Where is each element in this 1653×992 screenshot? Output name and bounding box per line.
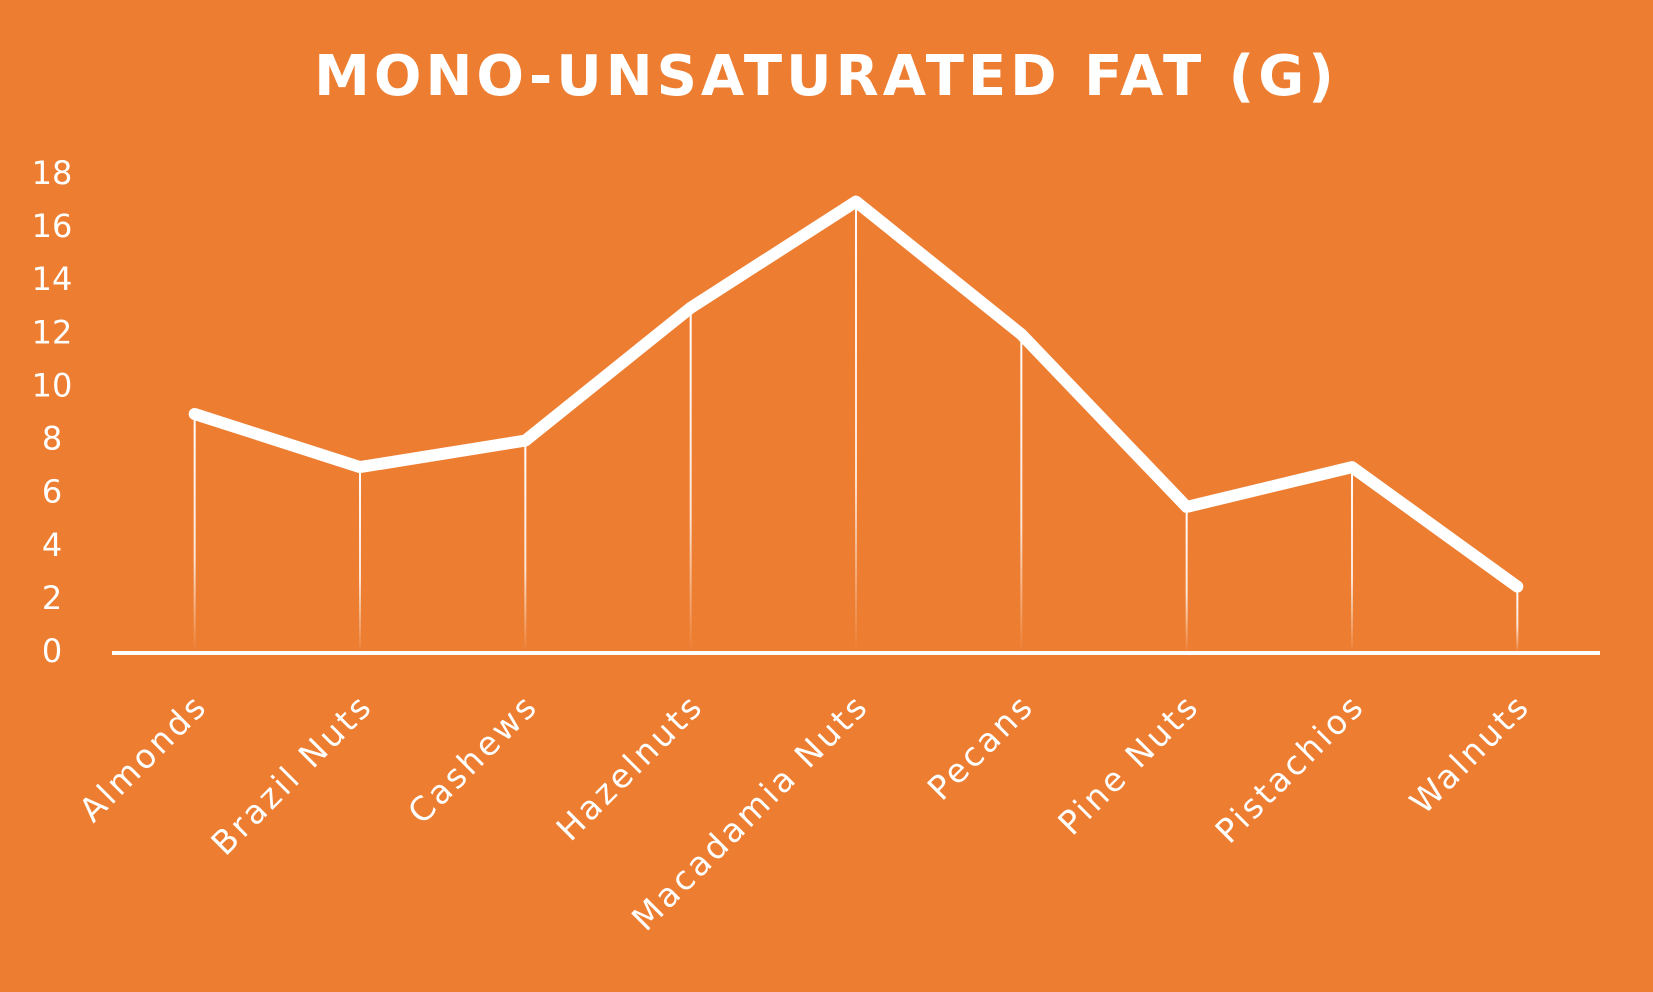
y-tick-label: 6 — [42, 473, 62, 511]
y-tick-label: 4 — [42, 526, 62, 564]
y-tick-label: 16 — [32, 207, 73, 245]
y-tick-label: 2 — [42, 579, 62, 617]
y-tick-label: 8 — [42, 420, 62, 458]
data-line — [188, 195, 1524, 593]
y-tick-label: 12 — [32, 313, 73, 351]
y-tick-label: 0 — [42, 632, 62, 670]
y-tick-label: 14 — [32, 260, 73, 298]
chart-title: MONO-UNSATURATED FAT (G) — [314, 44, 1338, 109]
y-tick-label: 18 — [32, 154, 73, 192]
y-tick-label: 10 — [32, 366, 73, 404]
